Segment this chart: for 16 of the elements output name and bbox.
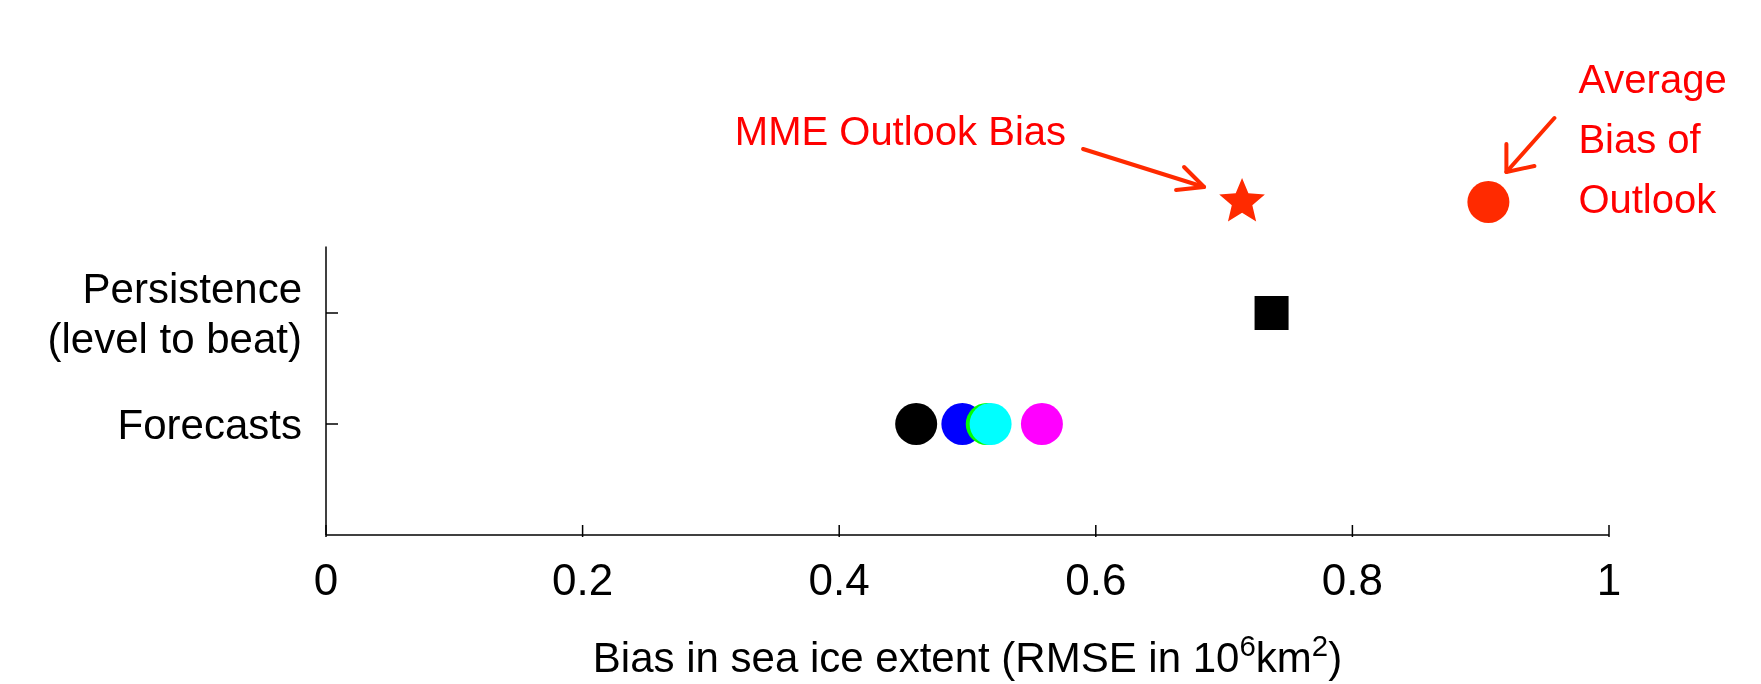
x-axis-title: Bias in sea ice extent (RMSE in 10$^{6}$km$^{2}$) [592,628,1343,681]
x-tick-label: 0.6 [1065,555,1127,604]
x-tick-label: 1 [1596,555,1622,604]
point [895,403,938,445]
x-tick-label: 0 [313,555,339,604]
point [1254,296,1289,330]
point [1219,178,1265,222]
point [1020,403,1063,445]
y-tick-label: Persistence (level to beat) [47,265,302,362]
x-tick-label: 0.2 [552,555,614,604]
annotation: Average Bias of Outlook [1578,57,1727,221]
point [1467,181,1510,223]
y-tick-label: Forecasts [117,401,302,448]
x-tick-label: 0.8 [1321,555,1383,604]
annotation: MME Outlook Bias [734,109,1067,153]
x-tick-label: 0.4 [808,555,870,604]
